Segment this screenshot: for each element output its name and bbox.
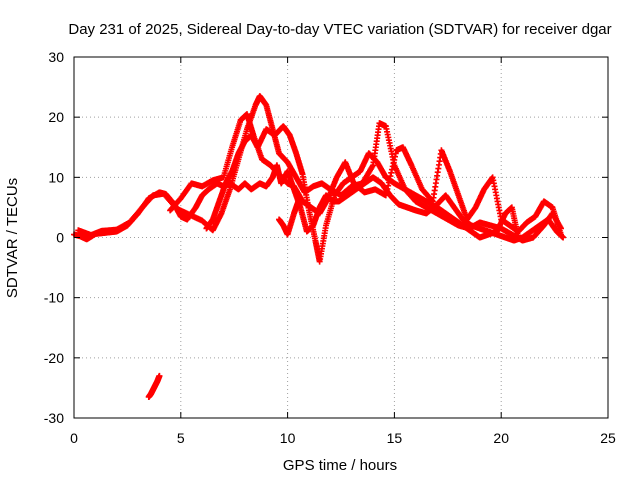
chart-title: Day 231 of 2025, Sidereal Day-to-day VTE… (68, 21, 611, 38)
x-tick-label: 25 (600, 430, 616, 446)
x-tick-label: 15 (387, 430, 403, 446)
series-track-c (167, 111, 565, 238)
data-point (156, 372, 163, 379)
x-tick-label: 20 (493, 430, 509, 446)
data-point (295, 198, 302, 205)
y-tick-label: -10 (44, 290, 64, 306)
data-point (558, 231, 565, 238)
x-axis-label: GPS time / hours (283, 457, 397, 474)
data-point (515, 234, 522, 241)
data-point (560, 234, 567, 241)
data-points (71, 93, 567, 400)
x-tick-label: 0 (70, 430, 78, 446)
gridlines (74, 57, 608, 418)
series-track-b (75, 93, 565, 244)
axis-ticks: 0 5 10 15 20 25 30 20 10 0 -10 -20 -30 (44, 49, 616, 446)
x-tick-label: 10 (280, 430, 296, 446)
y-tick-label: -20 (44, 350, 64, 366)
series-track-e (276, 198, 302, 238)
y-tick-label: 0 (56, 230, 64, 246)
y-tick-label: 20 (48, 109, 64, 125)
y-axis-label: SDTVAR / TECUs (4, 178, 21, 298)
y-tick-label: 10 (48, 169, 64, 185)
x-tick-label: 5 (177, 430, 185, 446)
series-track-f (145, 372, 163, 400)
series-track-d (203, 123, 522, 265)
y-tick-label: 30 (48, 49, 64, 65)
y-tick-label: -30 (44, 410, 64, 426)
